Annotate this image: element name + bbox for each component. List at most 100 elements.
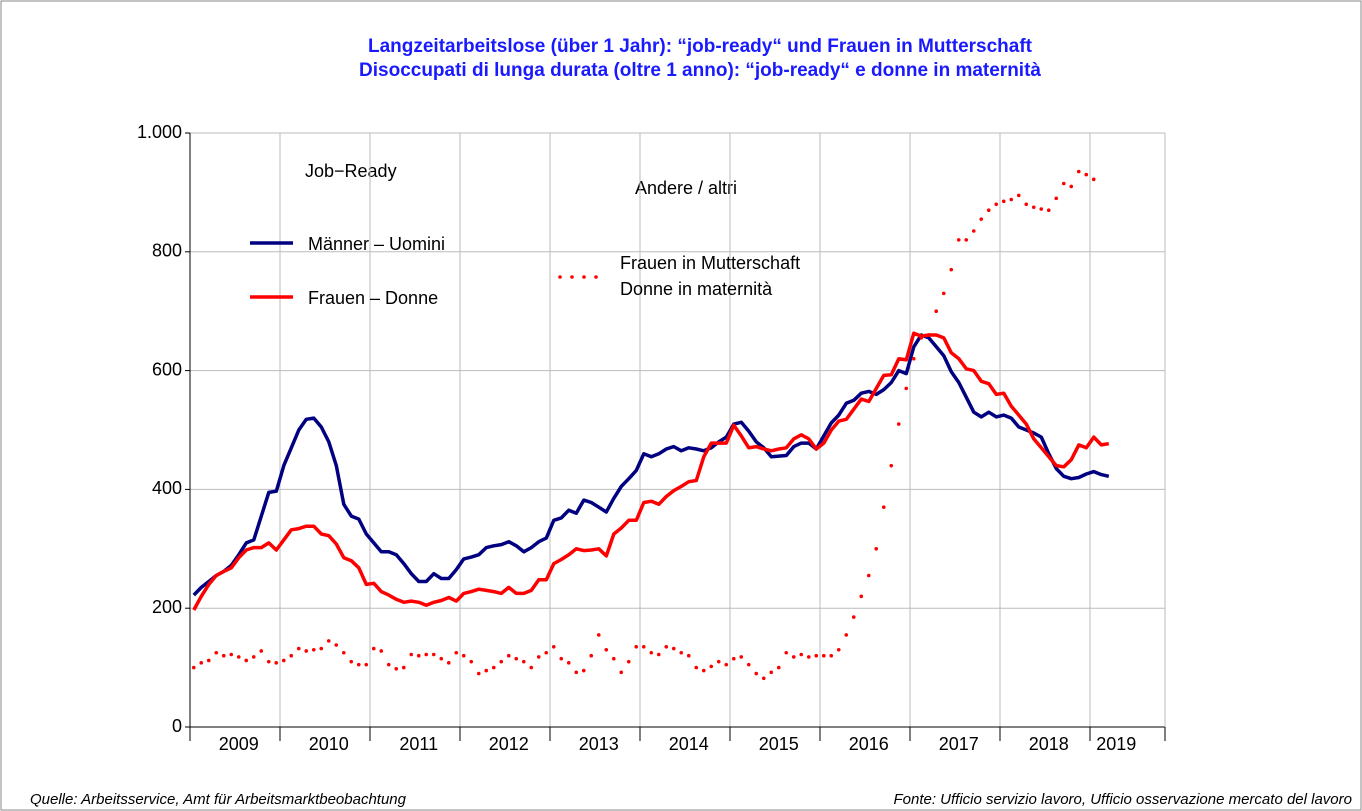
dot (859, 594, 864, 599)
x-tick-label: 2017 (939, 734, 979, 754)
dot (1009, 197, 1014, 202)
dot (251, 655, 256, 659)
dot (386, 662, 391, 667)
dot (889, 463, 894, 468)
dot (994, 202, 999, 207)
dot (649, 650, 654, 655)
x-tick-label: 2009 (219, 734, 259, 754)
dot (634, 645, 639, 649)
dot (769, 670, 774, 675)
dot (739, 655, 744, 659)
dot (799, 652, 804, 657)
dot (851, 615, 856, 619)
dot (814, 653, 819, 658)
dot (191, 665, 196, 670)
dot (866, 573, 871, 578)
chart-title: Langzeitarbeitslose (über 1 Jahr): “job-… (368, 36, 1033, 57)
dot (1084, 172, 1089, 177)
chart-subtitle: Disoccupati di lunga durata (oltre 1 ann… (359, 60, 1041, 81)
x-tick-label: 2018 (1029, 734, 1069, 754)
legend-group: Job−Ready (305, 161, 397, 181)
dot (319, 646, 324, 651)
dot (221, 653, 226, 658)
dot (334, 643, 339, 647)
source: Quelle: Arbeitsservice, Amt für Arbeitsm… (30, 791, 407, 808)
x-tick-label: 2016 (849, 734, 889, 754)
dot (401, 665, 406, 670)
dot (439, 656, 444, 661)
dot (604, 647, 609, 652)
dot (416, 653, 421, 658)
dot (551, 645, 556, 649)
x-tick-label: 2012 (489, 734, 529, 754)
dot (529, 665, 534, 670)
dot (476, 671, 481, 676)
y-tick-label: 0 (172, 716, 182, 736)
dot (349, 659, 354, 664)
dot (836, 647, 841, 652)
dot (506, 653, 511, 658)
legend-label: Männer – Uomini (308, 234, 445, 254)
legend-swatch (570, 275, 574, 279)
dot (881, 505, 886, 510)
legend-swatch (558, 275, 562, 279)
dot (1024, 202, 1029, 207)
x-tick-label: 2019 (1096, 734, 1136, 754)
dot (304, 649, 309, 653)
y-tick-label: 200 (152, 597, 182, 617)
dot (934, 309, 939, 314)
dot (566, 661, 571, 665)
dot (1054, 196, 1059, 201)
dot (941, 291, 946, 296)
source: Fonte: Ufficio servizio lavoro, Ufficio … (893, 791, 1352, 808)
dot (754, 671, 759, 676)
dot (589, 653, 594, 658)
dot (724, 662, 729, 667)
dot (626, 659, 631, 664)
dot (1076, 169, 1081, 174)
dot (341, 650, 346, 655)
dot (791, 655, 796, 659)
y-tick-label: 800 (152, 241, 182, 261)
dot (454, 650, 459, 655)
dot (214, 650, 219, 655)
dot (806, 655, 811, 659)
dot (956, 238, 961, 242)
y-tick-label: 600 (152, 359, 182, 379)
dot (979, 217, 984, 221)
dot (559, 656, 564, 661)
dot (986, 208, 991, 213)
dot (716, 659, 721, 664)
x-tick-label: 2010 (309, 734, 349, 754)
dot (709, 664, 714, 669)
dot (424, 652, 429, 657)
dot (229, 652, 234, 657)
dot (1046, 208, 1051, 213)
dot (664, 645, 669, 649)
dot (281, 658, 286, 663)
dot (296, 646, 301, 651)
legend-swatch (582, 275, 586, 279)
series-line (192, 333, 1110, 597)
x-tick-label: 2013 (579, 734, 619, 754)
dot (379, 649, 384, 653)
dot (259, 649, 264, 653)
dot (701, 668, 706, 673)
dot (1061, 181, 1066, 186)
dot (469, 659, 474, 664)
dot (821, 653, 826, 658)
dot (521, 659, 526, 664)
dot (679, 650, 684, 655)
dot (431, 652, 436, 657)
y-tick-label: 1.000 (137, 122, 182, 142)
dot (656, 652, 661, 657)
dot (1031, 205, 1036, 210)
dot (409, 652, 414, 657)
dot (904, 386, 909, 391)
dot (964, 238, 969, 242)
dot (1001, 199, 1006, 204)
dot (514, 656, 519, 661)
dot (289, 653, 294, 658)
